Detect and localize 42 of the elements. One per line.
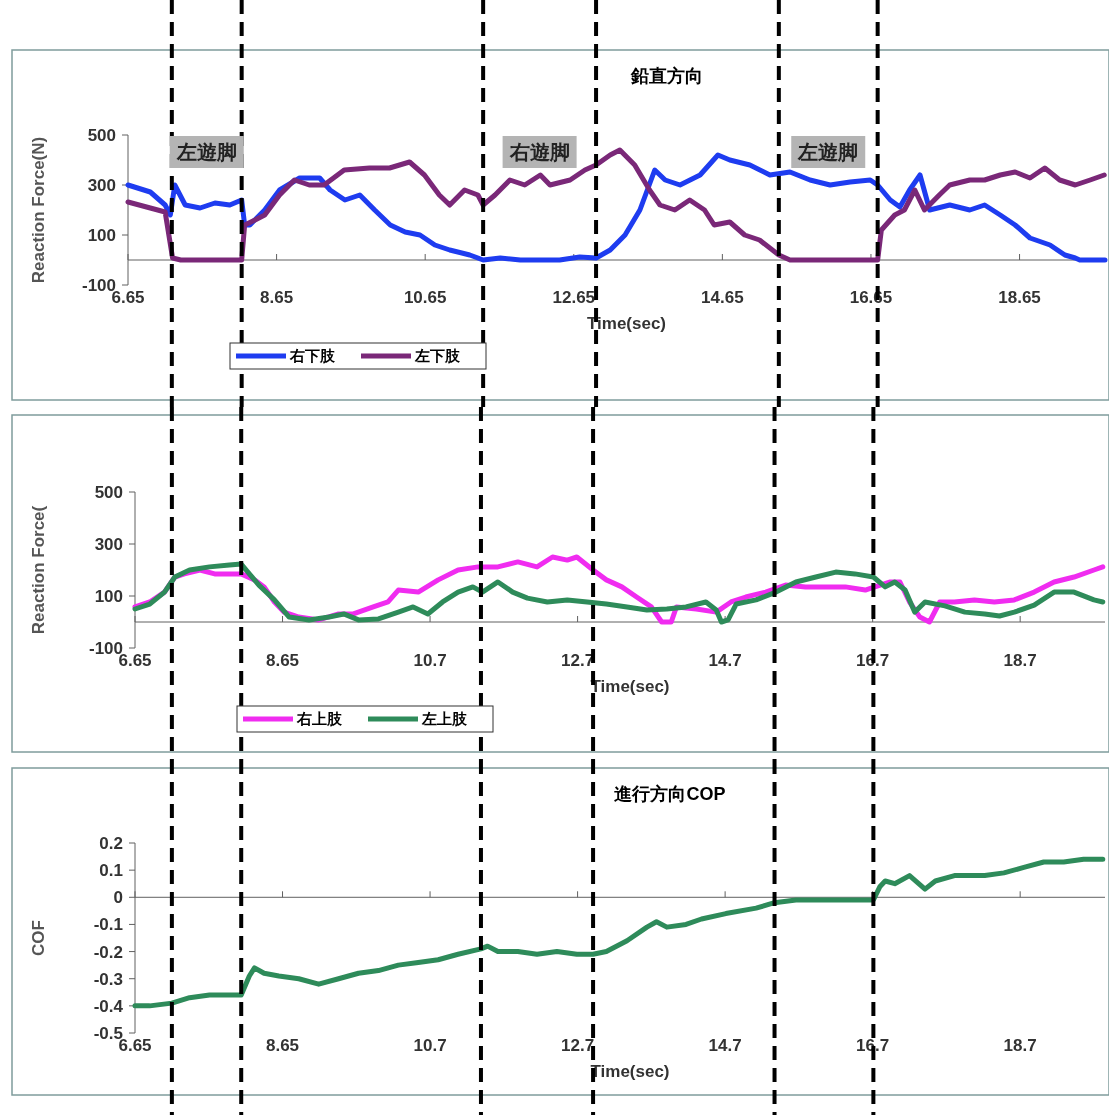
x-tick-label: 18.7 [1003, 651, 1037, 670]
x-tick-label: 10.65 [403, 288, 447, 307]
y-tick-label: -0.1 [93, 915, 123, 935]
legend-label: 右下肢 [289, 347, 336, 365]
y-tick-label: -0.3 [93, 969, 123, 989]
y-tick-label: 500 [94, 482, 123, 502]
y-tick-label: 500 [87, 125, 116, 145]
x-tick-label: 14.65 [701, 288, 744, 307]
annotation: 左遊脚 [175, 141, 237, 163]
x-tick-label: 12.7 [561, 651, 595, 670]
legend-label: 右上肢 [296, 710, 343, 728]
legend-label: 左下肢 [414, 347, 461, 365]
x-tick-label: 10.7 [413, 651, 447, 670]
y-tick-label: -0.2 [93, 942, 123, 962]
x-tick-label: 12.65 [552, 288, 596, 307]
y-tick-label: 0.2 [99, 833, 123, 853]
y-tick-label: -0.4 [93, 996, 124, 1016]
y-tick-label: 300 [87, 175, 116, 195]
y-tick-label: 0 [113, 888, 123, 908]
x-tick-label: 10.7 [413, 1036, 447, 1055]
y-axis-title: Reaction Force( [29, 505, 48, 635]
y-tick-label: 100 [87, 225, 116, 245]
x-tick-label: 14.7 [708, 651, 742, 670]
y-tick-label: 0.1 [99, 861, 123, 881]
x-axis-title: Time(sec) [586, 314, 667, 333]
x-tick-label: 8.65 [265, 651, 300, 670]
y-axis-title: COF [29, 920, 48, 956]
annotation: 右遊脚 [508, 141, 570, 163]
y-axis-title: Reaction Force(N) [29, 136, 48, 284]
x-tick-label: 8.65 [265, 1036, 300, 1055]
chart-title: 進行方向COP [614, 784, 726, 804]
x-tick-label: 12.7 [561, 1036, 595, 1055]
x-tick-label: 18.65 [998, 288, 1041, 307]
x-tick-label: 8.65 [260, 288, 294, 307]
annotation: 左遊脚 [797, 141, 859, 163]
y-tick-label: 300 [94, 534, 123, 554]
chart-title: 鉛直方向 [629, 66, 703, 86]
y-tick-label: 100 [94, 586, 123, 606]
x-tick-label: 14.7 [708, 1036, 742, 1055]
legend-label: 左上肢 [421, 710, 468, 728]
x-axis-title: Time(sec) [590, 677, 670, 696]
x-tick-label: 18.7 [1003, 1036, 1037, 1055]
